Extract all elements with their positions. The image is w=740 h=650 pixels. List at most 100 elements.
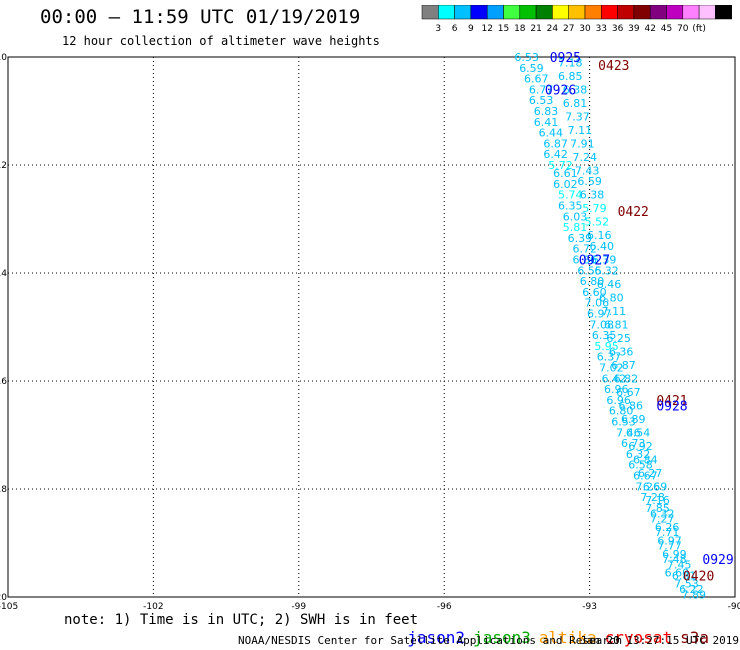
scale-label: 6 (452, 24, 458, 34)
x-tick-label: -96 (437, 602, 452, 612)
pass-time-label: 0423 (598, 59, 629, 74)
wave-height-value: 6.36 (609, 345, 634, 358)
pass-time-label: 0925 (550, 51, 581, 66)
wave-height-value: 6.25 (606, 332, 631, 345)
wave-height-value: 6.53 (529, 94, 554, 107)
wave-height-value: 6.46 (597, 278, 622, 291)
scale-label: 39 (628, 24, 640, 34)
wave-height-value: 6.77 (529, 83, 554, 96)
scale-label: 33 (596, 24, 607, 34)
scale-label: 42 (644, 24, 655, 34)
credit-line: NOAA/NESDIS Center for Satellite Applica… (238, 634, 623, 647)
wave-height-value: 7.77 (657, 540, 682, 553)
wave-height-value: 6.73 (621, 437, 646, 450)
wave-height-value: 7.46 (616, 426, 641, 439)
wave-height-value: 7.24 (573, 151, 598, 164)
wave-height-value: 7.16 (645, 494, 670, 507)
scale-label: 3 (435, 24, 441, 34)
wave-height-value: 6.02 (553, 178, 578, 191)
wave-height-value: 6.55 (577, 264, 602, 277)
wave-height-value: 6.99 (662, 548, 687, 561)
wave-height-value: 6.54 (626, 426, 651, 439)
y-tick-label: -16 (0, 377, 7, 387)
pass-time-label: 0421 (656, 394, 687, 409)
wave-height-value: 6.40 (589, 240, 614, 253)
x-tick-label: -102 (143, 602, 163, 612)
x-tick-label: -90 (728, 602, 740, 612)
wave-height-value: 5.74 (558, 189, 583, 202)
wave-height-value: 6.03 (563, 210, 588, 223)
legend-jason2: jason2 (407, 628, 466, 647)
scale-label: 21 (530, 24, 541, 34)
wave-height-value: 6.26 (655, 521, 680, 534)
y-tick-label: -18 (0, 485, 7, 495)
wave-height-value: 7.11 (568, 124, 593, 137)
wave-height-value: 7.08 (589, 318, 614, 331)
wave-height-value: 7.48 (662, 553, 687, 566)
pass-time-label: 0929 (702, 553, 733, 568)
wave-height-value: 6.86 (573, 254, 598, 267)
wave-height-value: 7.37 (565, 110, 590, 123)
wave-height-value: 6.67 (633, 470, 658, 483)
x-tick-label: -93 (582, 602, 597, 612)
pass-time-label: 0422 (618, 205, 649, 220)
wave-height-value: 5.79 (582, 202, 607, 215)
color-scale-legend: 3 6 9 12 15 18 21 24 27 30 33 36 39 42 45 70 (ft) (421, 5, 732, 34)
x-tick-label: -99 (291, 602, 306, 612)
wave-height-value: 6.16 (587, 229, 612, 242)
wave-height-value: 6.35 (558, 200, 583, 213)
wave-height-value: 7.11 (602, 305, 627, 318)
wave-height-value: 6.22 (679, 583, 704, 596)
wave-height-value: 7.85 (645, 502, 670, 515)
wave-height-value: 7.28 (640, 491, 665, 504)
footnote: note: 1) Time is in UTC; 2) SWH is in fe… (64, 612, 419, 628)
wave-height-value: 7.27 (650, 513, 675, 526)
wave-height-value: 6.80 (599, 291, 624, 304)
wave-height-value: 6.44 (539, 127, 564, 140)
wave-height-value: 6.87 (543, 137, 568, 150)
wave-height-value: 6.81 (563, 97, 588, 110)
x-tick-label: -105 (0, 602, 18, 612)
scale-label: 27 (563, 24, 574, 34)
wave-height-value: 6.42 (543, 148, 568, 161)
generation-timestamp: Jan 20 13:27:15 UTC 2019 (580, 634, 739, 647)
chart-title: 00:00 – 11:59 UTC 01/19/2019 (40, 6, 361, 28)
wave-height-value: 6.53 (514, 51, 539, 64)
scale-label: 12 (481, 24, 492, 34)
wave-height-value: 6.59 (577, 175, 602, 188)
wave-height-value: 6.67 (524, 73, 549, 86)
wave-height-value: 6.92 (628, 440, 653, 453)
wave-height-value: 6.38 (580, 189, 605, 202)
wave-height-value: 6.80 (580, 275, 605, 288)
wave-height-value: 6.38 (563, 83, 588, 96)
wave-height-value: 5.81 (563, 221, 588, 234)
wave-height-value: 7.91 (570, 137, 595, 150)
wave-height-value: 6.84 (633, 453, 658, 466)
wave-height-value: 6.69 (643, 480, 668, 493)
wave-height-value: 6.81 (672, 569, 697, 582)
wave-height-value: 7.89 (682, 588, 707, 601)
wave-height-value: 6.83 (534, 105, 559, 118)
pass-time-label: 0927 (579, 254, 610, 269)
scale-label: 30 (579, 24, 591, 34)
mission-legend: jason2 jason3 altika cryosat s3a (388, 609, 717, 647)
wave-height-value: 6.41 (534, 116, 559, 129)
wave-height-value: 6.61 (553, 167, 578, 180)
wave-height-value: 6.89 (621, 413, 646, 426)
scale-label: 18 (514, 24, 526, 34)
wave-height-value: 7.26 (636, 480, 661, 493)
wave-height-value: 6.37 (597, 351, 622, 364)
wave-height-value: 7.02 (599, 362, 624, 375)
wave-height-value: 6.60 (665, 567, 690, 580)
y-tick-label: -14 (0, 269, 7, 279)
wave-height-value: 6.72 (573, 243, 598, 256)
wave-height-value: 5.95 (594, 340, 619, 353)
wave-height-value: 6.97 (587, 308, 612, 321)
wave-height-value: 6.97 (657, 534, 682, 547)
wave-height-value: 6.27 (638, 467, 663, 480)
scale-label: 70 (677, 24, 689, 34)
scale-label: (ft) (692, 24, 706, 34)
wave-height-value: 6.35 (592, 329, 617, 342)
wave-height-value: 6.42 (602, 372, 627, 385)
